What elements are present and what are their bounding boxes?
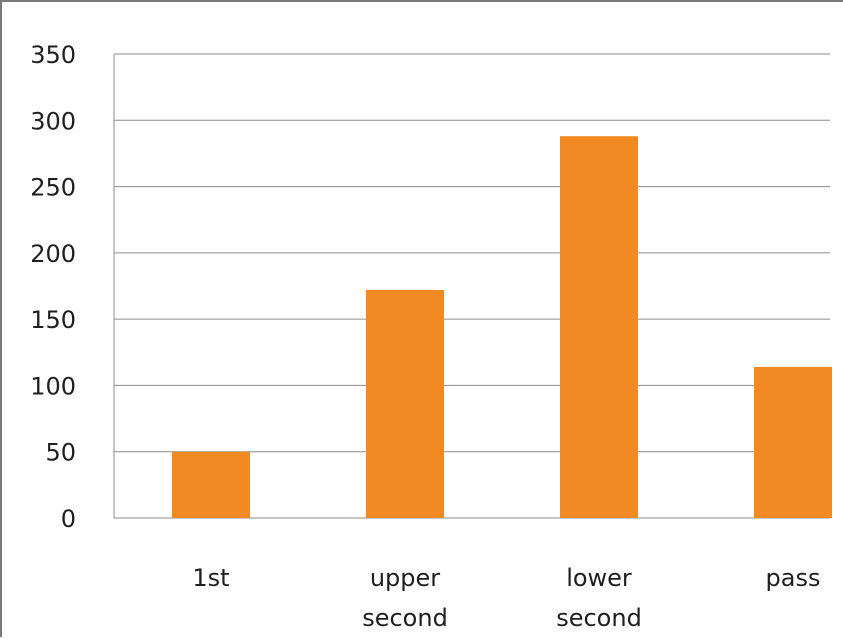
bars	[172, 136, 832, 519]
bar-1	[366, 289, 444, 518]
bar-0	[172, 451, 250, 518]
y-tick-label: 100	[30, 372, 76, 400]
x-category-label: second	[362, 604, 448, 632]
x-category-label: second	[556, 604, 642, 632]
y-tick-label: 350	[30, 41, 76, 69]
x-category-label: pass	[766, 564, 821, 592]
x-category-label: 1st	[192, 564, 229, 592]
bar-3	[754, 366, 832, 518]
y-tick-label: 250	[30, 174, 76, 202]
y-tick-label: 0	[61, 505, 76, 533]
x-axis-category-labels: 1st upper second lower second pass	[192, 564, 820, 632]
x-category-label: lower	[566, 564, 632, 592]
bar-2	[560, 136, 638, 519]
x-category-label: upper	[370, 564, 440, 592]
y-tick-label: 300	[30, 107, 76, 135]
gridlines	[113, 53, 830, 519]
y-tick-label: 50	[45, 439, 76, 467]
y-tick-label: 200	[30, 240, 76, 268]
y-axis-tick-labels: 0 50 100 150 200 250 300 350	[30, 41, 76, 533]
y-tick-label: 150	[30, 306, 76, 334]
